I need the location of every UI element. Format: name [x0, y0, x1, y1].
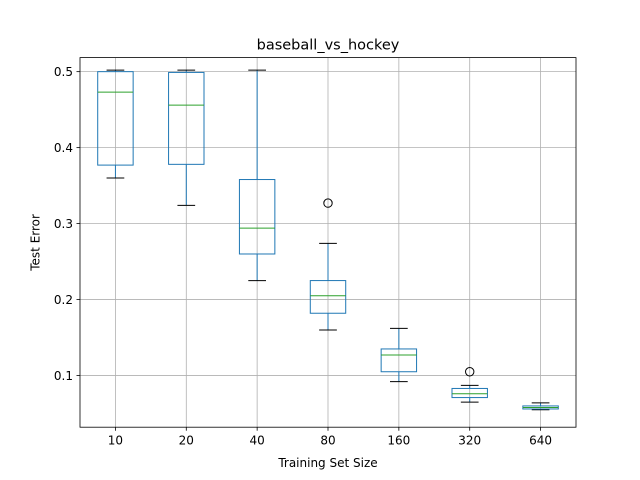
x-tick-label: 10: [108, 434, 123, 448]
box: [168, 71, 205, 165]
box: [451, 387, 488, 399]
chart-title: baseball_vs_hockey: [257, 38, 400, 54]
box: [380, 348, 418, 373]
boxes: [97, 69, 559, 411]
box: [238, 179, 276, 255]
box: [309, 280, 347, 314]
box-group: [522, 402, 559, 411]
x-tick-label: 640: [529, 434, 552, 448]
x-tick-label: 20: [179, 434, 194, 448]
box-group: [97, 69, 134, 179]
x-axis-label: Training Set Size: [277, 456, 377, 470]
x-tick-label: 320: [458, 434, 481, 448]
box: [97, 71, 134, 166]
outlier-point: [323, 198, 333, 208]
box-group: [380, 327, 418, 383]
box-group: [309, 198, 347, 331]
ticks: 10 20 40 80 160 320 640 0.1 0.2 0.3 0.4 0.5: [54, 65, 552, 448]
box-group: [451, 367, 488, 403]
x-tick-label: 80: [320, 434, 335, 448]
y-tick-label: 0.3: [54, 217, 73, 231]
y-tick-label: 0.5: [54, 65, 73, 79]
y-tick-label: 0.2: [54, 293, 73, 307]
outlier-point: [465, 367, 475, 377]
y-tick-label: 0.1: [54, 369, 73, 383]
box-group: [238, 69, 276, 282]
y-axis-label: Test Error: [29, 214, 43, 272]
box-group: [168, 69, 205, 206]
y-tick-label: 0.4: [54, 141, 73, 155]
x-tick-label: 40: [250, 434, 265, 448]
x-tick-label: 160: [387, 434, 410, 448]
